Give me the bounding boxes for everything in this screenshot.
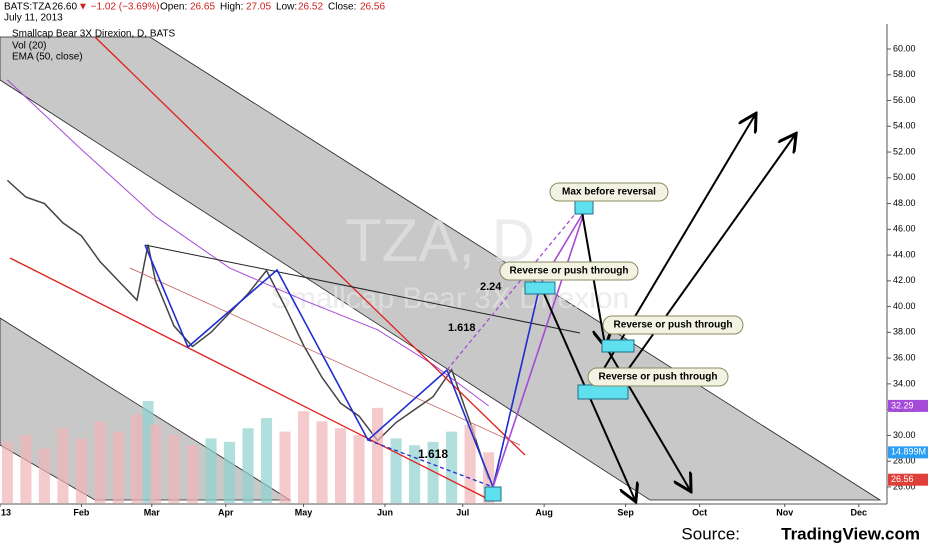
footer: TradingView.com <box>781 524 920 543</box>
volume-bar <box>94 421 106 503</box>
volume-bar <box>38 448 50 503</box>
value: 26.56 <box>360 2 385 13</box>
y-tick-label: 44.00 <box>893 249 916 259</box>
label: High: <box>220 2 243 13</box>
y-tick-label: 56.00 <box>893 95 916 105</box>
line <box>7 79 489 407</box>
y-tick-label: 58.00 <box>893 69 916 79</box>
label: Low: <box>276 2 297 13</box>
annotation: 1.618 <box>448 322 476 334</box>
volume-bar <box>223 441 236 503</box>
y-tick-label: 54.00 <box>893 121 916 131</box>
watermark: Smallcap Bear 3X Direxion <box>271 282 630 315</box>
volume-bar <box>279 431 291 503</box>
x-tick-label: Apr <box>218 507 234 517</box>
volume-bar <box>168 435 180 503</box>
y-tick-label: 42.00 <box>893 275 916 285</box>
price-tag <box>888 399 928 412</box>
legend-item: Smallcap Bear 3X Direxion, D, BATS <box>12 29 176 40</box>
x-tick-label: Jun <box>377 507 393 517</box>
volume-bar <box>142 401 154 503</box>
annotation: Max before reversal <box>562 187 656 198</box>
y-tick-label: 60.00 <box>893 43 916 53</box>
y-tick-label: 36.00 <box>893 352 916 362</box>
x-tick-label: Feb <box>73 507 90 517</box>
y-tick-label: 30.00 <box>893 430 916 440</box>
volume-bar <box>335 428 347 503</box>
value: 26.65 <box>190 2 215 13</box>
price-tag-label: 14.899M <box>891 447 926 457</box>
date: July 11, 2013 <box>4 13 63 24</box>
volume-bar <box>372 407 384 503</box>
y-tick-label: 34.00 <box>893 378 916 388</box>
volume-bar <box>242 428 254 503</box>
volume-bar <box>297 411 310 503</box>
annotation: Reverse or push through <box>510 266 629 277</box>
y-tick-label: 28.00 <box>893 456 916 466</box>
x-tick-label: Nov <box>776 507 793 517</box>
volume-bar <box>260 418 273 503</box>
volume-bar <box>390 438 402 503</box>
y-tick-label: 26.00 <box>893 481 916 491</box>
volume-bar <box>75 438 87 503</box>
annotation: Reverse or push through <box>599 372 718 383</box>
legend-item: Vol (20) <box>12 41 46 52</box>
x-tick-label: Sep <box>617 507 634 517</box>
price-tag-label: 32.29 <box>891 400 914 410</box>
volume-bar <box>1 441 13 503</box>
value: 27.05 <box>246 2 271 13</box>
x-tick-label: May <box>295 507 313 517</box>
drawings <box>9 36 795 501</box>
volume-bar <box>149 424 162 503</box>
x-tick-label: Jul <box>456 507 469 517</box>
y-tick-label: 50.00 <box>893 172 916 182</box>
x-tick-label: 13 <box>1 507 11 517</box>
watermark: TZA, D <box>345 207 535 274</box>
volume-bar <box>57 428 69 503</box>
volume-bar <box>112 431 125 503</box>
volume-bar <box>20 435 32 503</box>
x-tick-label: Oct <box>692 507 707 517</box>
label: Close: <box>328 2 356 13</box>
header: BATS:TZA 26.60 ▼ −1.02 (−3.69%) Open: 26… <box>4 2 385 63</box>
x-tick-label: Aug <box>535 507 553 517</box>
price-tag <box>888 473 928 486</box>
volume-bar <box>205 438 217 503</box>
volume-bar <box>409 445 421 503</box>
volume-bar <box>186 445 199 503</box>
y-tick-label: 38.00 <box>893 327 916 337</box>
change: ▼ −1.02 (−3.69%) <box>78 2 160 13</box>
price: 26.60 <box>52 2 77 13</box>
volume-bar <box>353 435 365 503</box>
price-tag-label: 26.56 <box>891 474 914 484</box>
label: Open: <box>160 2 187 13</box>
annotation: 1.618 <box>418 447 448 461</box>
footer: Source: <box>681 524 740 543</box>
volume-bar <box>316 421 328 503</box>
volume-bar <box>464 424 476 503</box>
x-tick-label: Mar <box>144 507 161 517</box>
annotation: Reverse or push through <box>614 320 733 331</box>
price-tag <box>888 446 928 459</box>
y-tick-label: 46.00 <box>893 224 916 234</box>
volume-bar <box>427 441 439 503</box>
legend-item: EMA (50, close) <box>12 52 83 63</box>
volume-bar <box>131 414 143 503</box>
y-tick-label: 48.00 <box>893 198 916 208</box>
y-tick-label: 52.00 <box>893 146 916 156</box>
volume-bar <box>446 431 458 503</box>
y-tick-label: 40.00 <box>893 301 916 311</box>
symbol: BATS:TZA <box>4 2 51 13</box>
annotation: 2.24 <box>480 281 502 293</box>
value: 26.52 <box>298 2 323 13</box>
x-tick-label: Dec <box>851 507 868 517</box>
